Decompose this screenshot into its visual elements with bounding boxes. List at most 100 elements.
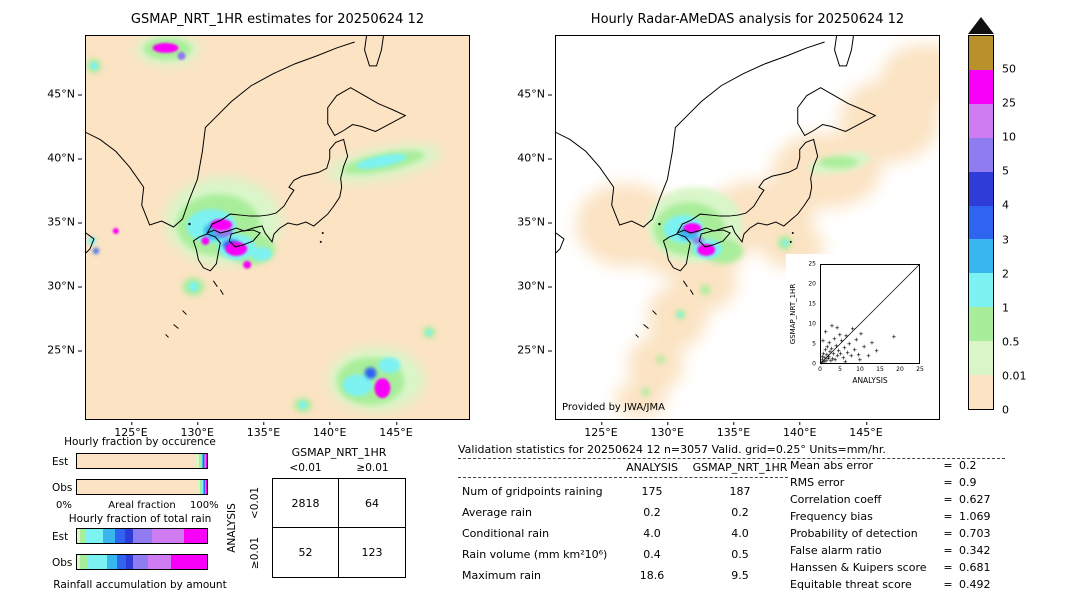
colorbar — [968, 35, 994, 410]
row-value-gsmap: 0.5 — [731, 548, 749, 561]
score-label: False alarm ratio — [790, 544, 882, 557]
equals-sign: = — [943, 544, 953, 557]
row-label: Conditional rain — [462, 527, 550, 540]
radar-lon-axis: 125°E 130°E 135°E 140°E 145°E — [584, 422, 883, 439]
equals-sign: = — [943, 476, 953, 489]
validation-row-average: Average rain 0.2 0.2 — [462, 506, 792, 519]
total-rain-bar-est — [76, 528, 208, 544]
gsmap-map: 45°N 40°N 35°N 30°N 25°N 125°E 130°E 135°E 140°… — [47, 35, 470, 439]
equals-sign: = — [943, 561, 953, 574]
areal-fraction-label: Areal fraction — [108, 500, 176, 511]
score-mean-abs-error: Mean abs error = 0.2 — [790, 459, 1006, 472]
contingency-cell-10: 52 — [273, 528, 339, 577]
validation-header-row: ANALYSIS GSMAP_NRT_1HR — [462, 461, 792, 474]
row-value-gsmap: 0.2 — [731, 506, 749, 519]
col-header-analysis: ANALYSIS — [626, 461, 678, 474]
colorbar-overflow-arrow — [968, 17, 994, 34]
inset-plot-area: + + + + + + + + + + + + + + + + + + + + + + + + + + + + + + + + + + + + + + + +… — [819, 264, 920, 367]
score-frequency-bias: Frequency bias = 1.069 — [790, 510, 1006, 523]
score-value: 0.9 — [959, 476, 977, 489]
score-label: Mean abs error — [790, 459, 874, 472]
validation-row-maximum: Maximum rain 18.6 9.5 — [462, 569, 792, 582]
validation-row-gridpoints: Num of gridpoints raining 175 187 — [462, 485, 792, 498]
score-label: Hanssen & Kuipers score — [790, 561, 927, 574]
total-rain-obs-label: Obs — [52, 557, 73, 569]
inset-diagonal-line — [821, 265, 919, 363]
data-credit: Provided by JWA/JMA — [562, 402, 665, 413]
score-pod: Probability of detection = 0.703 — [790, 527, 1006, 540]
radar-precipitation-map — [556, 36, 939, 419]
contingency-cell-00: 2818 — [273, 479, 339, 528]
score-correlation: Correlation coeff = 0.627 — [790, 493, 1006, 506]
scatter-points: + + + + + + + + + + + + + + + + + + + + + + + + + + + + + + + + + + + + + + + +… — [819, 321, 897, 367]
contingency-col-label-lt: <0.01 — [289, 462, 322, 474]
validation-title: Validation statistics for 20250624 12 n=… — [458, 443, 886, 456]
score-rms-error: RMS error = 0.9 — [790, 476, 1006, 489]
score-label: RMS error — [790, 476, 845, 489]
score-value: 0.342 — [959, 544, 991, 557]
occurrence-est-label: Est — [52, 456, 69, 468]
occurrence-bar-est — [76, 453, 208, 469]
equals-sign: = — [943, 459, 953, 472]
row-value-gsmap: 187 — [729, 485, 751, 498]
areal-fraction-0: 0% — [56, 500, 72, 511]
total-rain-est-label: Est — [52, 531, 69, 543]
divider-top — [458, 458, 1005, 459]
row-label: Num of gridpoints raining — [462, 485, 603, 498]
row-label: Rain volume (mm km²10⁶) — [462, 548, 608, 561]
score-label: Correlation coeff — [790, 493, 882, 506]
score-far: False alarm ratio = 0.342 — [790, 544, 1006, 557]
radar-map: 45°N 40°N 35°N 30°N 25°N 125°E 130°E 135°E 140°… — [517, 35, 940, 439]
gsmap-lon-axis: 125°E 130°E 135°E 140°E 145°E — [114, 422, 413, 439]
contingency-row-label-ge: ≥0.01 — [248, 528, 262, 578]
radar-lat-axis: 45°N 40°N 35°N 30°N 25°N — [517, 87, 552, 357]
col-header-gsmap: GSMAP_NRT_1HR — [692, 461, 788, 474]
validation-row-volume: Rain volume (mm km²10⁶) 0.4 0.5 — [462, 548, 792, 561]
equals-sign: = — [943, 493, 953, 506]
row-value-gsmap: 9.5 — [731, 569, 749, 582]
inset-y-ticks: 0 5 10 15 20 25 — [808, 260, 816, 368]
row-value-analysis: 0.2 — [643, 506, 661, 519]
row-value-gsmap: 4.0 — [731, 527, 749, 540]
row-label: Average rain — [462, 506, 532, 519]
score-value: 0.627 — [959, 493, 991, 506]
equals-sign: = — [943, 527, 953, 540]
score-value: 0.2 — [959, 459, 977, 472]
row-value-analysis: 175 — [641, 485, 663, 498]
inset-xlabel: ANALYSIS — [852, 376, 888, 385]
score-hanssen-kuipers: Hanssen & Kuipers score = 0.681 — [790, 561, 1006, 574]
contingency-row-label-ge-text: ≥0.01 — [249, 536, 261, 570]
row-label: Maximum rain — [462, 569, 541, 582]
contingency-col-group: GSMAP_NRT_1HR — [291, 446, 387, 459]
divider-header — [458, 477, 788, 478]
colorbar-labels: 50 25 10 5 4 3 2 1 0.5 0.01 0 — [1002, 62, 1027, 417]
contingency-row-label-lt-text: <0.01 — [249, 486, 261, 520]
score-label: Equitable threat score — [790, 578, 912, 591]
score-value: 0.492 — [959, 578, 991, 591]
areal-fraction-100: 100% — [190, 500, 219, 511]
row-value-analysis: 0.4 — [643, 548, 661, 561]
scatter-inset: GSMAP_NRT_1HR + + + + + + + + + + + + + + + + + + + + + + + + + +… — [786, 254, 926, 402]
contingency-grid: 2818 64 52 123 — [272, 478, 406, 578]
equals-sign: = — [943, 578, 953, 591]
gsmap-precipitation-map — [86, 36, 469, 419]
occurrence-bar-obs — [76, 479, 208, 495]
spacer — [462, 461, 616, 474]
equals-sign: = — [943, 510, 953, 523]
validation-row-conditional: Conditional rain 4.0 4.0 — [462, 527, 792, 540]
occurrence-title: Hourly fraction by occurence — [64, 436, 216, 448]
gsmap-lat-axis: 45°N 40°N 35°N 30°N 25°N — [47, 87, 82, 357]
contingency-cell-01: 64 — [339, 479, 405, 528]
inset-ylabel: GSMAP_NRT_1HR — [786, 264, 801, 364]
total-rain-caption: Rainfall accumulation by amount — [53, 579, 227, 591]
inset-x-ticks: 0 5 10 15 20 25 — [818, 366, 924, 373]
contingency-row-label-lt: <0.01 — [248, 478, 262, 528]
contingency-row-group-text: ANALYSIS — [226, 503, 238, 553]
score-value: 0.703 — [959, 527, 991, 540]
total-rain-bar-obs — [76, 554, 208, 570]
contingency-row-group: ANALYSIS — [224, 478, 240, 578]
contingency-cell-11: 123 — [361, 546, 383, 559]
occurrence-obs-label: Obs — [52, 482, 73, 494]
score-label: Probability of detection — [790, 527, 918, 540]
